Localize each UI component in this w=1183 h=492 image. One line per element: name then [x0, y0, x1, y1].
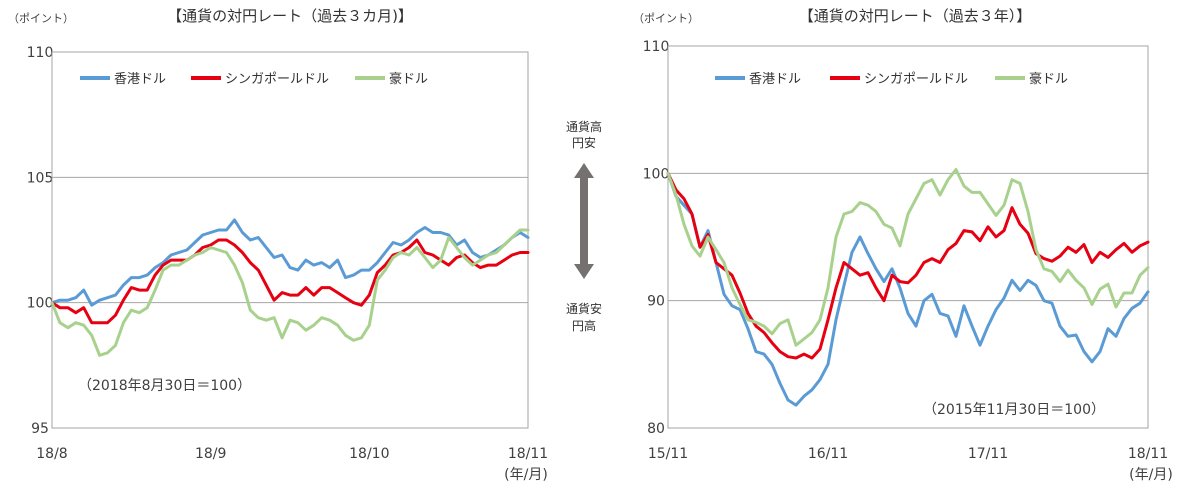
right-y-tick-label: 90	[647, 294, 665, 310]
left-legend-label-0: 香港ドル	[114, 72, 166, 87]
left-chart-title: 【通貨の対円レート（過去３カ月)】	[167, 7, 413, 25]
right-series-line-2	[666, 168, 1150, 347]
arrow-up-head	[574, 163, 594, 178]
left-series-line-2	[50, 228, 530, 357]
right-legend-label-0: 香港ドル	[749, 72, 801, 87]
left-y-tick-label: 110	[27, 45, 54, 61]
direction-indicator: 通貨高 円安 通貨安 円高	[566, 119, 602, 333]
right-series-line-0	[666, 171, 1150, 407]
right-x-tick-label: 15/11	[648, 446, 688, 462]
left-series-line-1	[50, 238, 530, 325]
up-label-line1: 通貨高	[566, 119, 602, 134]
right-x-tick-label: 17/11	[968, 446, 1008, 462]
right-y-tick-label: 110	[643, 39, 670, 55]
left-y-tick-label: 105	[27, 170, 54, 186]
left-x-tick-label: 18/8	[36, 446, 67, 462]
right-y-axis-label: （ポイント）	[633, 12, 699, 25]
double-arrow-shaft	[580, 176, 588, 266]
left-x-tick-label: 18/9	[195, 446, 226, 462]
left-plot-area: 95 100 105 110 18/8 18/9 18/10 18/11 香港ドル シンガポールド…	[27, 45, 549, 462]
right-legend-label-1: シンガポールドル	[864, 72, 968, 87]
down-label-line1: 通貨安	[566, 301, 602, 316]
right-x-tick-label: 18/11	[1128, 446, 1168, 462]
right-x-unit: (年/月)	[1129, 467, 1173, 483]
left-legend-label-2: 豪ドル	[389, 71, 428, 87]
left-x-tick-label: 18/11	[508, 446, 548, 462]
left-plot-frame	[51, 51, 529, 429]
left-series-line-0	[50, 218, 530, 307]
down-label-line2: 円高	[572, 318, 596, 333]
right-base-note: （2015年11月30日＝100）	[923, 402, 1105, 418]
right-chart-title: 【通貨の対円レート（過去３年）】	[799, 7, 1032, 25]
left-y-axis-label: （ポイント）	[8, 12, 74, 25]
right-y-tick-label: 80	[647, 421, 665, 437]
right-series-line-1	[666, 171, 1150, 360]
left-legend-label-1: シンガポールドル	[225, 72, 329, 87]
up-label-line2: 円安	[572, 135, 596, 150]
right-legend-label-2: 豪ドル	[1029, 71, 1068, 87]
arrow-down-head	[574, 264, 594, 279]
left-x-unit: (年/月)	[504, 467, 548, 483]
right-x-tick-label: 16/11	[808, 446, 848, 462]
left-y-tick-label: 95	[31, 421, 49, 437]
right-plot-frame	[667, 45, 1149, 429]
left-base-note: （2018年8月30日＝100）	[78, 378, 251, 394]
right-y-tick-label: 100	[643, 166, 670, 182]
left-x-tick-label: 18/10	[349, 446, 389, 462]
left-y-tick-label: 100	[27, 296, 54, 312]
right-plot-area: 80 90 100 110 15/11 16/11 17/11 18/11 香港ドル シンガポール…	[643, 39, 1169, 462]
